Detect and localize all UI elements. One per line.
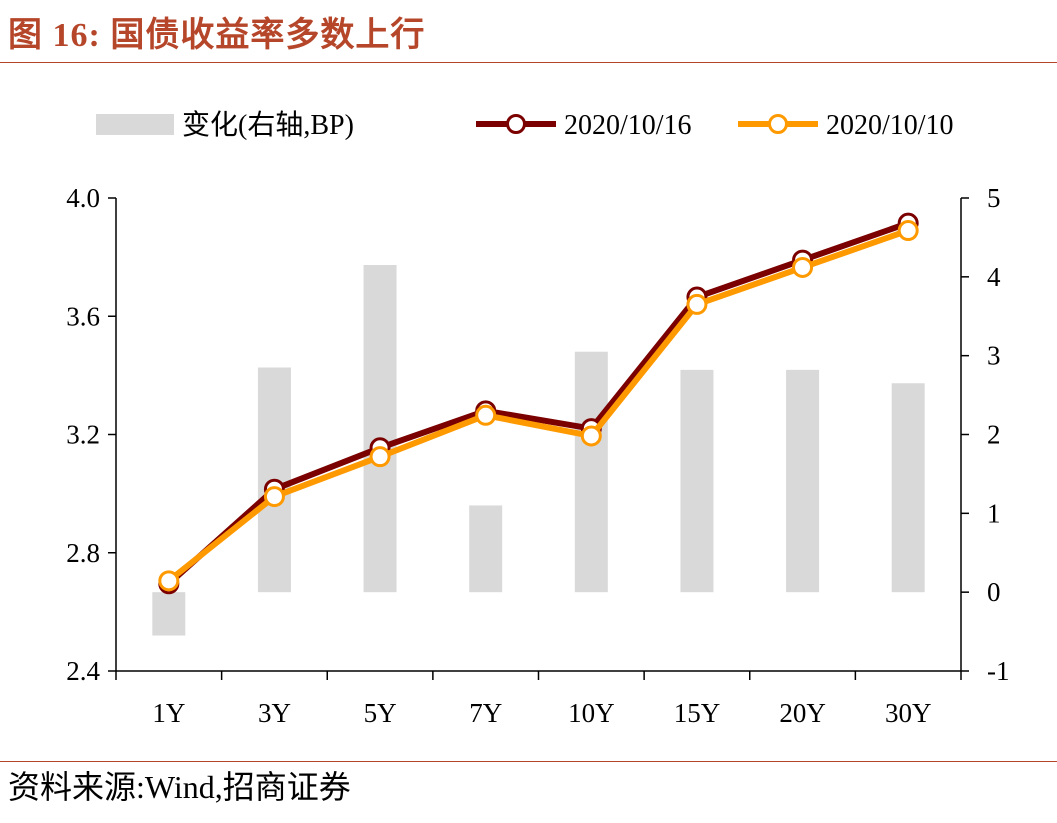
legend-marker-2020/10/16 <box>506 114 526 134</box>
left-tick-label: 2.4 <box>66 656 100 686</box>
bar-5Y <box>363 265 397 593</box>
point-2020/10/10-3Y <box>263 486 285 508</box>
x-tick-label: 1Y <box>152 698 185 728</box>
bar-15Y <box>680 369 714 593</box>
line-2020/10/16 <box>166 220 910 587</box>
title-rule <box>0 62 1057 63</box>
point-2020/10/10-5Y <box>369 446 391 468</box>
right-tick-label: 2 <box>987 420 1001 450</box>
bar-30Y <box>891 383 925 593</box>
bar-7Y <box>469 505 503 593</box>
right-tick-label: 5 <box>987 183 1001 213</box>
bar-20Y <box>786 369 820 593</box>
bar-1Y <box>152 592 186 636</box>
left-tick-label: 4.0 <box>66 183 100 213</box>
legend-label-2020/10/16: 2020/10/16 <box>564 110 692 141</box>
left-tick-label: 2.8 <box>66 538 100 568</box>
legend-swatch-bar <box>96 114 174 135</box>
legend-label-bar: 变化(右轴,BP) <box>182 109 354 141</box>
right-tick-label: 4 <box>987 262 1001 292</box>
line-2020/10/10 <box>166 227 910 584</box>
point-2020/10/10-10Y <box>580 425 602 447</box>
left-tick-label: 3.2 <box>66 420 100 450</box>
x-tick-label: 5Y <box>364 698 397 728</box>
x-tick-label: 3Y <box>258 698 291 728</box>
bar-series <box>152 265 925 636</box>
point-2020/10/10-1Y <box>158 570 180 592</box>
point-2020/10/10-15Y <box>686 293 708 315</box>
right-tick-label: 0 <box>987 577 1001 607</box>
right-tick-label: -1 <box>987 656 1010 686</box>
right-tick-label: 3 <box>987 341 1001 371</box>
x-tick-label: 20Y <box>779 698 826 728</box>
line-series <box>158 212 919 595</box>
source-rule <box>0 761 1057 762</box>
x-tick-label: 15Y <box>674 698 721 728</box>
right-tick-label: 1 <box>987 498 1001 528</box>
bar-10Y <box>574 351 608 593</box>
x-tick-label: 10Y <box>568 698 615 728</box>
legend: 变化(右轴,BP) 2020/10/16 2020/10/10 <box>96 109 954 141</box>
x-tick-label: 30Y <box>885 698 932 728</box>
point-2020/10/10-20Y <box>792 256 814 278</box>
x-tick-label: 7Y <box>469 698 502 728</box>
axes: 2.4 2.8 3.2 3.6 4.0 -1 0 1 2 3 4 5 1Y 3Y 5Y 7Y 10Y 15Y 20Y… <box>66 183 1009 728</box>
figure-title: 图 16: 国债收益率多数上行 <box>8 17 426 54</box>
left-tick-label: 3.6 <box>66 301 100 331</box>
legend-marker-2020/10/10 <box>768 114 788 134</box>
point-2020/10/10-30Y <box>897 220 919 242</box>
legend-label-2020/10/10: 2020/10/10 <box>826 110 954 141</box>
point-2020/10/10-7Y <box>475 404 497 426</box>
source-note: 资料来源:Wind,招商证券 <box>8 769 351 805</box>
